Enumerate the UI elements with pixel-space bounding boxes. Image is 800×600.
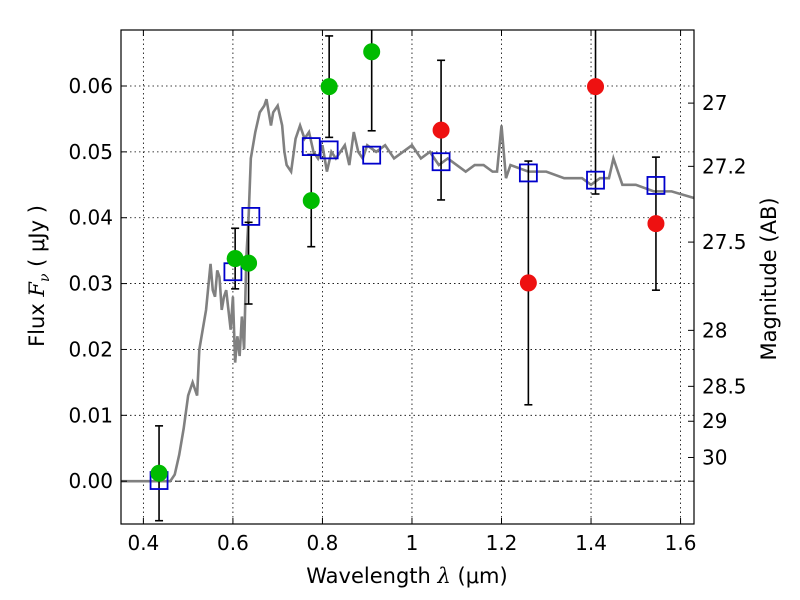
plot-area [121, 30, 695, 522]
model-flux-square [319, 140, 339, 160]
right-tick-label: 27.5 [702, 230, 747, 254]
y-tick-label: 0.00 [68, 469, 113, 493]
x-tick-label: 0.4 [127, 531, 159, 555]
x-tick-label: 0.6 [217, 531, 249, 555]
red-data-point [519, 274, 537, 292]
model-flux-square [362, 145, 382, 165]
green-data-point [320, 78, 338, 96]
y-tick-label: 0.06 [68, 74, 113, 98]
y-tick-label: 0.01 [68, 403, 113, 427]
right-tick-label: 27.2 [702, 154, 747, 178]
y-tick-label: 0.02 [68, 337, 113, 361]
right-tick-label: 28 [702, 318, 727, 342]
green-data-point [240, 254, 258, 272]
right-axis-label: Magnitude (AB) [757, 197, 781, 360]
grid-lines [121, 30, 694, 524]
model-flux-square [646, 176, 666, 195]
y-tick-label: 0.03 [68, 272, 113, 296]
plot-frame [120, 29, 695, 525]
observed-flux-points [150, 43, 665, 482]
green-data-point [150, 464, 168, 482]
y-axis-label: Flux Fν ( μJy ) [25, 205, 53, 347]
model-flux-squares [149, 137, 666, 490]
model-flux-square [586, 170, 605, 190]
right-tick-label: 28.5 [702, 374, 747, 398]
green-data-point [363, 43, 381, 61]
y-tick-label: 0.05 [68, 140, 113, 164]
green-data-point [302, 192, 320, 210]
x-axis-label: Wavelength λ (μm) [306, 564, 507, 588]
y-tick-label: 0.04 [68, 206, 113, 230]
right-axis-ticks: 27 27.2 27.5 28 28.5 29 30 [688, 91, 747, 469]
x-tick-label: 1.2 [486, 531, 518, 555]
x-tick-label: 1.4 [575, 531, 607, 555]
model-spectrum-line [121, 98, 695, 483]
y-axis-ticks: 0.00 0.01 0.02 0.03 0.04 0.05 0.06 [68, 74, 127, 493]
right-tick-label: 30 [702, 445, 727, 469]
model-flux-square [241, 207, 261, 226]
red-data-point [432, 121, 450, 139]
x-tick-label: 1 [406, 531, 419, 555]
x-axis-ticks: 0.4 0.6 0.8 1 1.2 1.4 1.6 [127, 30, 696, 555]
x-tick-label: 1.6 [665, 531, 697, 555]
right-tick-label: 27 [702, 91, 727, 115]
x-tick-label: 0.8 [307, 531, 339, 555]
red-data-point [647, 215, 665, 233]
model-flux-square [431, 152, 451, 172]
model-flux-square [518, 163, 538, 183]
red-data-point [587, 78, 605, 96]
model-flux-square [301, 137, 321, 156]
errorbars [155, 30, 660, 522]
right-tick-label: 29 [702, 409, 727, 433]
